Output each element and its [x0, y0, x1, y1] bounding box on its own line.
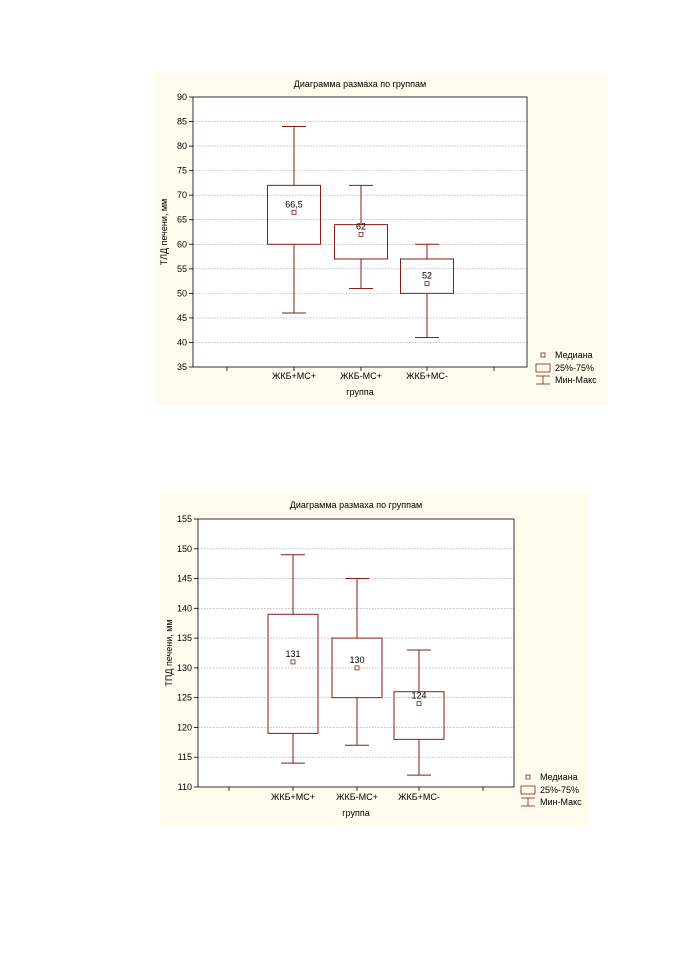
y-tick-label: 60: [177, 239, 187, 249]
median-marker: [358, 232, 364, 237]
y-tick-label: 155: [177, 514, 192, 524]
x-tick-label: ЖКБ+МС+: [272, 371, 316, 381]
median-label: 52: [422, 271, 432, 281]
median-marker: [290, 659, 296, 665]
y-tick-label: 110: [178, 782, 192, 792]
x-tick-label: ЖКБ+МС+: [271, 792, 315, 802]
plot-frame: [197, 518, 515, 788]
iqr-box: [331, 637, 383, 699]
y-tick-label: 45: [177, 313, 187, 323]
y-tick-label: 80: [177, 141, 187, 151]
y-tick-label: 35: [177, 362, 187, 372]
box-2: 62: [334, 184, 388, 289]
y-tick-label: 120: [177, 722, 192, 732]
median-label: 124: [411, 691, 426, 701]
legend-box-swatch: [535, 363, 551, 373]
y-tick-label: 135: [177, 633, 192, 643]
iqr-box: [267, 184, 321, 245]
legend-range-label: Мин-Макс: [555, 375, 597, 385]
median-label: 130: [349, 655, 364, 665]
plot-area: [198, 519, 514, 787]
box-2: 130: [331, 578, 383, 746]
y-tick-label: 90: [177, 92, 187, 102]
legend-median-swatch: [540, 352, 546, 358]
legend-box-swatch: [520, 785, 536, 795]
chart-title: Диаграмма размаха по группам: [290, 500, 422, 510]
box-plot-chart-2: Диаграмма размаха по группам 110 115 120 125…: [160, 494, 589, 825]
y-tick-label: 40: [177, 337, 187, 347]
box-3: 124: [393, 649, 445, 776]
y-tick-label: 70: [177, 190, 187, 200]
plot-frame: [192, 96, 528, 368]
x-axis-label: группа: [346, 387, 373, 397]
box-plot-svg-1: Диаграмма размаха по группам 35 40 45 50 55 60…: [159, 79, 597, 397]
legend: Медиана 25%-75% Мин-Макс: [520, 772, 582, 807]
plot-area: [193, 97, 527, 367]
box-1: 131: [267, 554, 319, 764]
box-3: 52: [400, 243, 454, 339]
median-marker: [291, 209, 297, 215]
y-tick-label: 50: [177, 288, 187, 298]
iqr-box: [400, 258, 454, 294]
y-axis-label: ТПД печени, мм: [164, 619, 174, 686]
y-tick-label: 75: [177, 166, 187, 176]
x-tick-label: ЖКБ+МС-: [398, 792, 440, 802]
y-tick-label: 150: [177, 544, 192, 554]
median-label: 131: [285, 649, 300, 659]
median-marker: [416, 701, 422, 707]
median-marker: [354, 665, 360, 671]
legend-median-swatch: [525, 774, 531, 780]
legend-box-label: 25%-75%: [540, 785, 579, 795]
median-label: 62: [356, 221, 366, 231]
legend-median-label: Медиана: [540, 772, 578, 782]
x-tick-label: ЖКБ-МС+: [336, 792, 378, 802]
x-tick-label: ЖКБ-МС+: [340, 371, 382, 381]
box-1: 66,5: [267, 125, 321, 314]
legend-median-label: Медиана: [555, 350, 593, 360]
iqr-box: [334, 224, 388, 260]
legend-box-label: 25%-75%: [555, 363, 594, 373]
chart-title: Диаграмма размаха по группам: [294, 79, 426, 89]
y-tick-label: 55: [177, 264, 187, 274]
y-axis-label: ТЛД печени, мм: [159, 199, 169, 265]
iqr-box: [267, 613, 319, 734]
y-tick-label: 85: [177, 117, 187, 127]
box-plot-chart-1: Диаграмма размаха по группам 35 40 45 50 55 60…: [155, 72, 608, 405]
median-label: 66,5: [285, 199, 303, 209]
legend-range-label: Мин-Макс: [540, 797, 582, 807]
x-axis-label: группа: [342, 808, 369, 818]
median-marker: [424, 281, 430, 286]
y-tick-label: 125: [177, 693, 192, 703]
y-tick-label: 115: [178, 752, 192, 762]
y-tick-label: 65: [177, 215, 187, 225]
y-tick-label: 145: [177, 574, 192, 584]
y-tick-label: 130: [177, 663, 192, 673]
box-plot-svg-2: Диаграмма размаха по группам 110 115 120 125…: [164, 500, 582, 818]
legend: Медиана 25%-75% Мин-Макс: [535, 350, 597, 385]
x-tick-label: ЖКБ+МС-: [406, 371, 448, 381]
iqr-box: [393, 691, 445, 740]
y-tick-label: 140: [177, 603, 192, 613]
